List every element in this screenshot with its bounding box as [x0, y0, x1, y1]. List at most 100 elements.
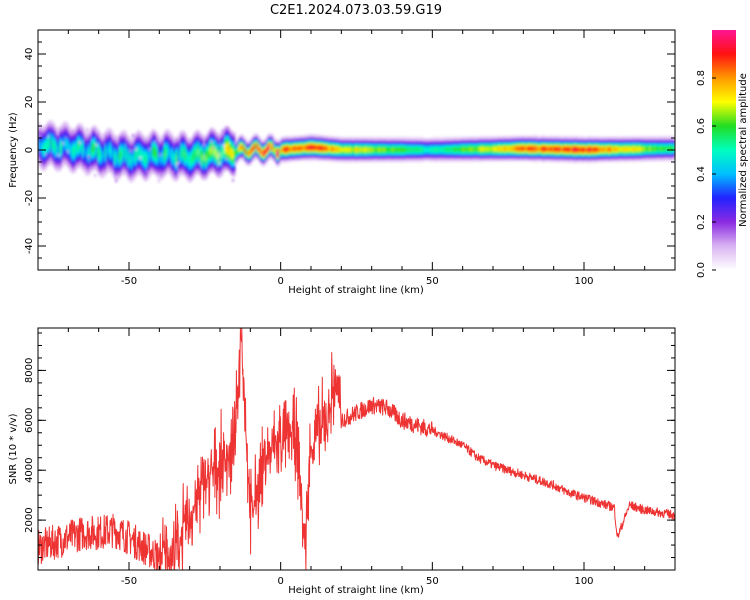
- heatmap-cell: [121, 144, 124, 147]
- heatmap-cell: [62, 150, 65, 153]
- heatmap-cell: [168, 158, 171, 161]
- heatmap-cell: [91, 168, 94, 171]
- heatmap-cell: [232, 151, 235, 153]
- heatmap-cell: [186, 179, 189, 181]
- heatmap-cell: [179, 158, 181, 161]
- heatmap-cell: [124, 170, 127, 172]
- heatmap-cell: [160, 177, 163, 179]
- heatmap-cell: [60, 137, 63, 139]
- heatmap-cell: [41, 129, 43, 131]
- heatmap-cell: [82, 149, 84, 152]
- heatmap-cell: [141, 139, 144, 141]
- heatmap-cell: [133, 160, 136, 162]
- heatmap-cell: [129, 175, 131, 178]
- heatmap-cell: [179, 141, 181, 144]
- heatmap-cell: [163, 147, 166, 149]
- heatmap-cell: [147, 159, 150, 161]
- heatmap-cell: [98, 154, 101, 156]
- heatmap-cell: [112, 168, 115, 170]
- heatmap-cell: [74, 133, 77, 135]
- heatmap-cell: [38, 121, 40, 123]
- heatmap-cell: [118, 152, 121, 154]
- heatmap-cell: [91, 126, 94, 129]
- heatmap-cell: [80, 148, 83, 151]
- heatmap-cell: [121, 146, 124, 148]
- heatmap-cell: [147, 162, 150, 165]
- heatmap-cell: [204, 167, 207, 170]
- heatmap-cell: [229, 148, 232, 151]
- heatmap-cell: [191, 178, 194, 180]
- heatmap-cell: [126, 147, 128, 149]
- heatmap-cell: [229, 170, 232, 173]
- heatmap-cell: [72, 138, 75, 140]
- heatmap-cell: [174, 177, 177, 180]
- heatmap-cell: [77, 158, 80, 160]
- heatmap-cell: [168, 170, 171, 173]
- heatmap-cell: [98, 169, 101, 172]
- heatmap-cell: [159, 148, 162, 151]
- heatmap-cell: [69, 135, 72, 138]
- heatmap-cell: [38, 135, 40, 138]
- heatmap-cell: [136, 143, 139, 146]
- heatmap-cell: [204, 141, 207, 143]
- heatmap-cell: [42, 128, 45, 131]
- heatmap-cell: [209, 159, 212, 162]
- heatmap-cell: [233, 142, 236, 145]
- heatmap-cell: [203, 151, 206, 153]
- heatmap-cell: [42, 148, 45, 150]
- heatmap-cell: [72, 156, 75, 158]
- heatmap-cell: [201, 155, 204, 157]
- heatmap-cell: [198, 134, 201, 137]
- heatmap-cell: [97, 156, 100, 159]
- heatmap-cell: [162, 167, 165, 169]
- heatmap-cell: [80, 166, 83, 169]
- heatmap-cell: [242, 154, 245, 157]
- heatmap-cell: [132, 157, 134, 159]
- heatmap-cell: [203, 158, 206, 161]
- heatmap-cell: [147, 177, 150, 179]
- heatmap-cell: [60, 124, 63, 126]
- heatmap-cell: [83, 154, 86, 157]
- heatmap-cell: [127, 143, 130, 146]
- heatmap-cell: [226, 162, 229, 165]
- heatmap-cell: [200, 159, 203, 162]
- heatmap-cell: [133, 139, 136, 142]
- heatmap-cell: [112, 135, 115, 138]
- heatmap-cell: [151, 132, 154, 135]
- heatmap-cell: [223, 127, 225, 130]
- heatmap-cell: [165, 157, 168, 159]
- heatmap-cell: [68, 156, 71, 158]
- heatmap-cell: [107, 161, 110, 163]
- heatmap-cell: [112, 170, 115, 173]
- heatmap-cell: [38, 162, 40, 164]
- heatmap-cell: [107, 127, 110, 130]
- heatmap-cell: [109, 133, 112, 136]
- heatmap-cell: [57, 134, 60, 137]
- heatmap-cell: [188, 170, 191, 172]
- heatmap-cell: [98, 137, 101, 140]
- heatmap-cell: [206, 147, 209, 150]
- heatmap-cell: [148, 174, 151, 177]
- heatmap-cell: [142, 137, 145, 140]
- heatmap-cell: [197, 139, 200, 142]
- heatmap-cell: [165, 139, 168, 141]
- heatmap-cell: [124, 163, 127, 165]
- heatmap-cell: [48, 145, 51, 147]
- heatmap-cell: [82, 137, 84, 140]
- heatmap-cell: [69, 147, 72, 150]
- heatmap-cell: [98, 141, 101, 143]
- heatmap-cell: [212, 160, 215, 162]
- heatmap-cell: [47, 121, 50, 124]
- heatmap-cell: [156, 161, 159, 163]
- heatmap-cell: [50, 134, 53, 136]
- heatmap-cell: [53, 153, 56, 155]
- heatmap-cell: [224, 146, 227, 149]
- heatmap-cell: [229, 136, 232, 139]
- heatmap-cell: [95, 129, 98, 131]
- heatmap-cell: [206, 145, 209, 147]
- heatmap-cell: [173, 161, 175, 163]
- heatmap-cell: [83, 164, 86, 166]
- heatmap-cell: [85, 162, 87, 165]
- heatmap-cell: [220, 171, 222, 174]
- heatmap-cell: [54, 149, 57, 152]
